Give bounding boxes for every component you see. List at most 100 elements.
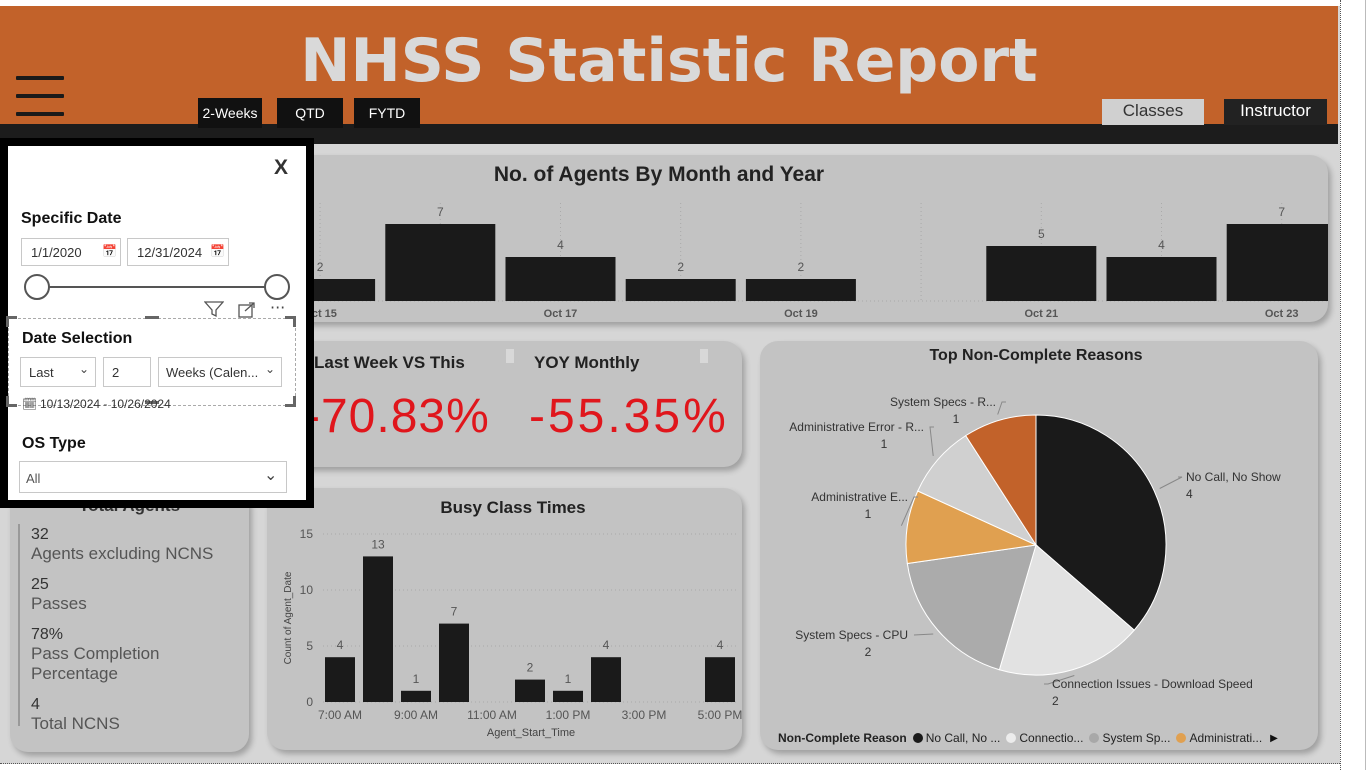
chevron-down-icon: ⌄ [265, 362, 276, 376]
pie-chart-card: Top Non-Complete Reasons No Call, No Sho… [760, 341, 1318, 750]
close-filter-button[interactable]: X [274, 156, 289, 179]
page-bottom-edge [0, 763, 1340, 765]
legend-swatch-icon [912, 733, 923, 743]
busy-chart-card: Busy Class Times 0 5 10 15 Count of Agent_Da… [267, 488, 742, 750]
pie-slice [1035, 414, 1167, 631]
data-label: 7 [437, 205, 444, 219]
relative-count-input[interactable]: 2 [103, 357, 151, 387]
data-label: 2 [798, 260, 805, 274]
selection-corner [285, 316, 296, 327]
x-tick-label: 5:00 PM [698, 708, 742, 722]
relative-unit-select[interactable]: Weeks (Calen... ⌄ [158, 357, 282, 387]
yoy-title: YOY Monthly [534, 353, 640, 372]
y-tick-label: 5 [306, 639, 313, 653]
data-label: 4 [337, 638, 344, 652]
relative-count-value: 2 [112, 365, 120, 380]
tick-label: Oct 19 [784, 308, 818, 320]
selection-corner [6, 316, 17, 327]
legend-item[interactable]: Administrati... [1176, 731, 1262, 745]
legend-label: Administrati... [1189, 731, 1263, 745]
bar [1226, 224, 1328, 301]
y-tick-label: 15 [300, 527, 314, 541]
slider-end-handle[interactable] [264, 274, 290, 300]
leader-line [1044, 675, 1075, 685]
x-tick-label: 1:00 PM [546, 708, 591, 722]
bar [385, 224, 496, 301]
kpi-divider [700, 349, 708, 363]
os-type-select[interactable]: All ⌄ [19, 461, 287, 493]
legend-item[interactable]: No Call, No ... [912, 731, 1000, 745]
legend-next-icon[interactable]: ▶ [1270, 732, 1278, 744]
pie-slice [906, 544, 1037, 671]
pie-chart-title: Top Non-Complete Reasons [929, 347, 1143, 364]
calendar-icon[interactable]: 📅 [210, 244, 225, 258]
pie-legend: Non-Complete Reason No Call, No ... Conn… [778, 731, 1278, 745]
chevron-down-icon: ⌄ [264, 467, 278, 484]
period-qtd-button[interactable]: QTD [277, 98, 343, 128]
data-label: 1 [413, 672, 420, 686]
data-label: 4 [603, 638, 610, 652]
calendar-icon[interactable]: 📅 [102, 244, 117, 258]
focus-mode-icon[interactable] [238, 302, 256, 318]
filter-icon[interactable] [204, 300, 224, 318]
data-label: 2 [527, 661, 534, 675]
selection-edge [145, 401, 159, 404]
x-tick-label: 7:00 AM [318, 708, 362, 722]
specific-date-title: Specific Date [21, 210, 122, 227]
kpi-value: 25 [31, 576, 49, 593]
filter-panel: X Specific Date 1/1/2020 📅 12/31/2024 📅 … [0, 138, 314, 508]
bar [325, 657, 355, 702]
leader-line [929, 426, 934, 456]
data-label: 13 [371, 537, 385, 551]
bar [439, 623, 469, 702]
slice-label: Administrative E... [811, 490, 908, 504]
instructor-button[interactable]: Instructor [1224, 99, 1327, 125]
selection-edge [145, 316, 159, 319]
month-chart-title: No. of Agents By Month and Year [493, 163, 825, 186]
slice-label: Connection Issues - Download Speed [1052, 677, 1253, 691]
hamburger-menu-icon[interactable] [16, 76, 64, 118]
legend-swatch-icon [1176, 733, 1187, 743]
tick-label: Oct 21 [1024, 308, 1058, 320]
bar [591, 657, 621, 702]
leader-line [997, 401, 1006, 415]
legend-item[interactable]: Connectio... [1006, 731, 1083, 745]
kpi-value: 4 [31, 696, 40, 713]
data-label: 4 [717, 638, 724, 652]
end-date-input[interactable]: 12/31/2024 📅 [127, 238, 229, 266]
x-tick-label: 11:00 AM [467, 708, 517, 722]
data-label: 2 [317, 260, 324, 274]
legend-item[interactable]: System Sp... [1089, 731, 1170, 745]
total-agents-card: Total Agents 32 Agents excluding NCNS 25… [10, 488, 249, 752]
calendar-range-icon: 🗓 [22, 397, 38, 411]
more-options-icon[interactable]: ··· [270, 298, 286, 317]
busy-chart: 0 5 10 15 Count of Agent_Date 4 7:00 AM 13 1 9:00… [283, 527, 742, 739]
kpi-value: 78% [31, 626, 64, 643]
start-date-input[interactable]: 1/1/2020 📅 [21, 238, 121, 266]
pie-chart: No Call, No Show 4 Connection Issues - Dow… [789, 395, 1281, 708]
y-tick-label: 0 [306, 695, 313, 709]
period-fytd-button[interactable]: FYTD [354, 98, 420, 128]
slice-value: 1 [865, 507, 872, 521]
slider-start-handle[interactable] [24, 274, 50, 300]
os-type-title: OS Type [22, 435, 86, 452]
x-tick-label: 3:00 PM [622, 708, 667, 722]
bar [553, 690, 583, 702]
leader-line [913, 633, 934, 636]
date-slider-track[interactable] [36, 286, 288, 288]
slice-value: 1 [953, 412, 960, 426]
report-canvas: NHSS Statistic Report 2-Weeks QTD FYTD C… [0, 0, 1340, 764]
page-scroll-edge [1365, 0, 1366, 770]
bar [401, 690, 431, 702]
date-selection-title: Date Selection [22, 330, 133, 347]
page-title: NHSS Statistic Report [300, 26, 1038, 96]
classes-button[interactable]: Classes [1102, 99, 1204, 125]
period-2weeks-button[interactable]: 2-Weeks [198, 98, 262, 128]
legend-label: System Sp... [1102, 731, 1171, 745]
slice-value: 4 [1186, 487, 1193, 501]
kpi-card: Last Week VS This YOY Monthly -70.83% -5… [270, 341, 742, 467]
relative-mode-select[interactable]: Last ⌄ [20, 357, 96, 387]
y-axis-label: Count of Agent_Date [283, 571, 294, 664]
leader-line [1159, 476, 1183, 489]
x-tick-label: 9:00 AM [394, 708, 438, 722]
